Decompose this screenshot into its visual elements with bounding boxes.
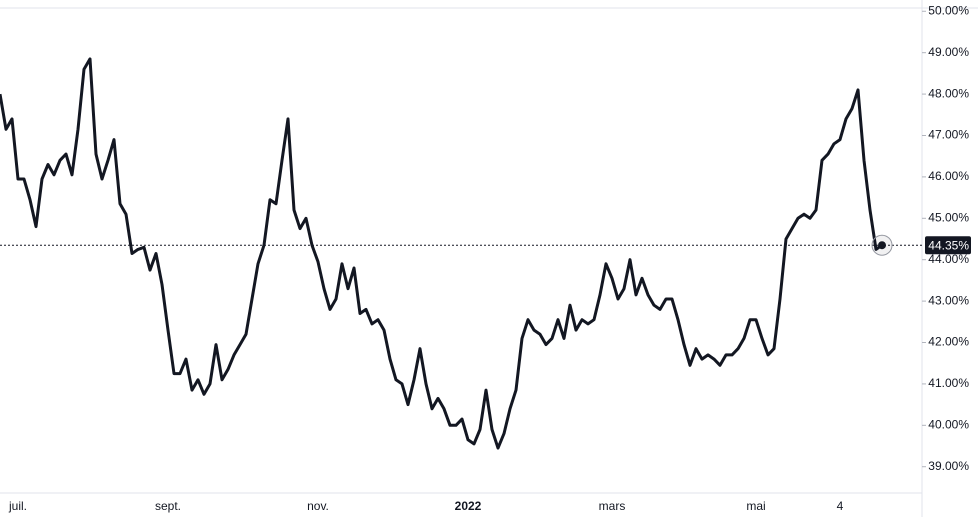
y-tick-label: 45.00% <box>928 210 969 224</box>
x-tick-label: mai <box>746 499 765 513</box>
x-tick-label: mars <box>599 499 626 513</box>
y-tick-label: 46.00% <box>928 169 969 183</box>
y-tick-label: 42.00% <box>928 335 969 349</box>
x-tick-label: nov. <box>307 499 329 513</box>
y-tick-label: 50.00% <box>928 3 969 17</box>
y-tick-label: 39.00% <box>928 459 969 473</box>
x-tick-label: 2022 <box>455 499 482 513</box>
y-tick-label: 44.00% <box>928 252 969 266</box>
x-tick-label: 4 <box>837 499 844 513</box>
y-tick-label: 49.00% <box>928 45 969 59</box>
price-line <box>0 57 883 450</box>
y-tick-label: 40.00% <box>928 417 969 431</box>
y-tick-label: 43.00% <box>928 293 969 307</box>
x-tick-label: juil. <box>8 499 27 513</box>
x-tick-label: sept. <box>155 499 181 513</box>
last-point <box>878 241 886 250</box>
current-value-box <box>925 236 971 255</box>
y-tick-label: 41.00% <box>928 376 969 390</box>
y-tick-label: 47.00% <box>928 128 969 142</box>
current-value-label: 44.35% <box>928 238 969 252</box>
y-tick-label: 48.00% <box>928 86 969 100</box>
